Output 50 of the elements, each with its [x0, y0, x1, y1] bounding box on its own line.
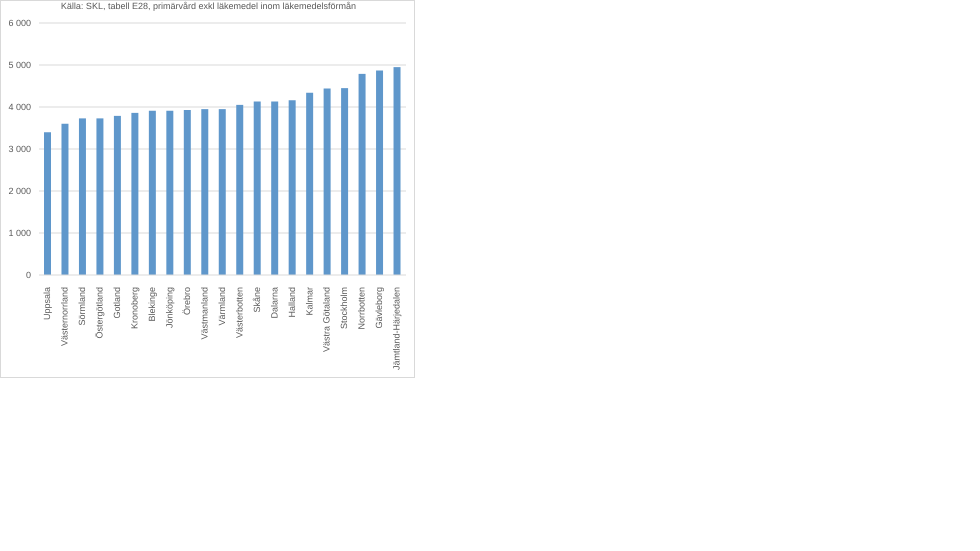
- bar: [44, 132, 51, 275]
- bar: [201, 109, 208, 275]
- bar: [131, 112, 138, 275]
- x-tick-label: Skåne: [252, 287, 262, 313]
- bar: [324, 88, 331, 275]
- x-tick-label: Västerbotten: [234, 287, 244, 338]
- bar: [114, 116, 121, 275]
- x-tick-label: Blekinge: [146, 287, 157, 322]
- x-tick-label: Örebro: [182, 287, 192, 316]
- bar: [166, 110, 174, 275]
- bar: [61, 124, 68, 275]
- y-tick-label: 5 000: [8, 60, 31, 70]
- x-tick-label: Sörmland: [77, 287, 88, 326]
- x-tick-label: Uppsala: [42, 287, 52, 320]
- x-tick-label: Östergötland: [94, 287, 105, 339]
- bar: [78, 118, 86, 275]
- x-tick-label: Jönköping: [164, 287, 174, 328]
- bar: [148, 110, 156, 275]
- x-tick-label: Västmanland: [199, 287, 210, 340]
- text: Källa: SKL, tabell E28, primärvård exkl läkemedel inom läkemedelsförmån: [60, 1, 358, 12]
- x-tick-label: Västernorrland: [60, 287, 70, 346]
- x-tick-label: Värmland: [216, 287, 227, 326]
- x-tick-label: Kalmar: [304, 287, 314, 316]
- y-tick-label: 1 000: [8, 228, 31, 238]
- y-tick-label: 3 000: [8, 144, 31, 154]
- bar: [96, 118, 104, 275]
- bar: [341, 88, 348, 275]
- y-tick-label: 0: [26, 270, 31, 280]
- x-tick-label: Dalarna: [269, 287, 280, 319]
- bar: [376, 70, 384, 275]
- bar: [358, 74, 366, 275]
- x-tick-label: Stockholm: [339, 287, 350, 330]
- x-tick-label: Jämtland-Härjedalen: [392, 287, 402, 370]
- x-tick-label: Halland: [286, 287, 297, 318]
- bar: [288, 100, 296, 275]
- y-tick-label: 6 000: [8, 18, 31, 28]
- x-tick-label: Västra Götaland: [322, 287, 332, 352]
- bar: [394, 67, 401, 275]
- bar: [236, 104, 244, 275]
- bar: [306, 92, 314, 275]
- x-tick-label: Gävleborg: [374, 287, 384, 329]
- y-tick-label: 4 000: [8, 102, 31, 112]
- bar: [218, 109, 226, 275]
- x-tick-label: Gotland: [112, 287, 122, 319]
- bar: [271, 102, 278, 275]
- x-tick-label: Norrbotten: [356, 287, 367, 330]
- bar: [184, 110, 191, 275]
- x-tick-label: Kronoberg: [129, 287, 140, 330]
- bar: [254, 102, 261, 275]
- y-tick-label: 2 000: [8, 186, 31, 196]
